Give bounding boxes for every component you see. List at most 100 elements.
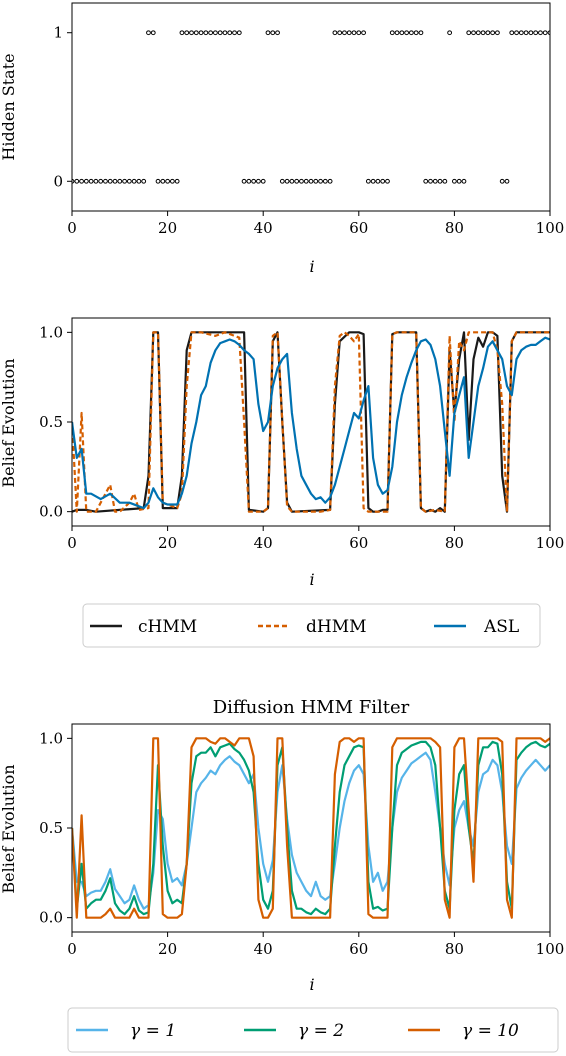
scatter-point — [313, 178, 319, 184]
scatter-point — [346, 30, 352, 36]
x-tick-label: 0 — [67, 534, 77, 552]
scatter-point — [399, 30, 405, 36]
scatter-point — [227, 30, 233, 36]
series-line--10 — [72, 737, 550, 919]
scatter-point — [246, 178, 252, 184]
scatter-point — [131, 178, 137, 184]
x-tick-label: 80 — [445, 534, 464, 552]
legend-label-asl: ASL — [483, 617, 519, 637]
scatter-point — [485, 30, 491, 36]
scatter-point — [432, 178, 438, 184]
x-tick-label: 20 — [158, 940, 177, 958]
scatter-point — [423, 178, 429, 184]
scatter-point — [456, 178, 462, 184]
y-tick-label: 1.0 — [39, 729, 63, 747]
panel1-xlabel: i — [309, 257, 314, 276]
scatter-point — [351, 30, 357, 36]
y-tick-label: 1.0 — [39, 323, 63, 341]
scatter-point — [174, 178, 180, 184]
scatter-point — [165, 178, 171, 184]
scatter-point — [117, 178, 123, 184]
scatter-point — [542, 30, 548, 36]
scatter-point — [284, 178, 290, 184]
scatter-point — [213, 30, 218, 36]
series-line-dhmm — [72, 331, 550, 513]
x-tick-label: 40 — [254, 940, 273, 958]
y-tick-label: 0.0 — [39, 503, 63, 521]
scatter-point — [270, 30, 276, 36]
panel3-title: Diffusion HMM Filter — [213, 697, 410, 718]
scatter-point — [122, 178, 127, 184]
scatter-point — [437, 178, 443, 184]
y-tick-label: 0.5 — [39, 819, 63, 837]
legend-label-chmm: cHMM — [138, 617, 197, 637]
scatter-point — [471, 30, 476, 36]
scatter-point — [452, 178, 457, 184]
scatter-point — [365, 178, 371, 184]
scatter-point — [480, 30, 486, 36]
x-tick-label: 100 — [536, 534, 565, 552]
scatter-point — [208, 30, 214, 36]
scatter-point — [83, 178, 89, 184]
scatter-point — [361, 30, 366, 36]
x-tick-label: 20 — [158, 534, 177, 552]
scatter-point — [327, 178, 333, 184]
series-line-chmm — [72, 331, 550, 513]
scatter-point — [475, 30, 481, 36]
axes-frame — [71, 2, 551, 212]
scatter-point — [294, 178, 300, 184]
scatter-point — [523, 30, 529, 36]
scatter-point — [222, 30, 228, 36]
scatter-point — [93, 178, 99, 184]
series-line-asl — [72, 336, 550, 510]
scatter-point — [442, 178, 448, 184]
x-tick-label: 40 — [254, 219, 273, 237]
x-tick-label: 60 — [349, 940, 368, 958]
scatter-point — [538, 30, 543, 36]
legend-label-gamma2: γ = 2 — [298, 1021, 344, 1041]
x-tick-label: 60 — [349, 534, 368, 552]
x-tick-label: 0 — [67, 940, 77, 958]
legend-1: cHMM dHMM ASL — [82, 603, 541, 648]
scatter-point — [184, 30, 190, 36]
scatter-point — [337, 30, 343, 36]
x-tick-label: 80 — [445, 940, 464, 958]
scatter-point — [107, 178, 113, 184]
scatter-point — [150, 30, 156, 36]
legend-2: γ = 1 γ = 2 γ = 10 — [67, 1007, 559, 1053]
scatter-point — [322, 178, 328, 184]
scatter-point — [265, 30, 271, 36]
scatter-point — [279, 178, 285, 184]
x-tick-label: 0 — [67, 219, 77, 237]
scatter-point — [126, 178, 132, 184]
plot-area — [72, 737, 550, 919]
scatter-point — [241, 178, 247, 184]
scatter-point — [289, 178, 295, 184]
x-tick-label: 100 — [536, 940, 565, 958]
scatter-point — [413, 30, 419, 36]
panel2-xlabel: i — [309, 570, 314, 589]
legend-label-gamma1: γ = 1 — [130, 1021, 176, 1041]
scatter-point — [275, 30, 280, 36]
scatter-point — [98, 178, 104, 184]
scatter-point — [112, 178, 118, 184]
scatter-point — [308, 178, 314, 184]
scatter-point — [514, 30, 519, 36]
scatter-point — [88, 178, 94, 184]
scatter-point — [499, 178, 505, 184]
scatter-point — [385, 178, 390, 184]
scatter-point — [251, 178, 257, 184]
scatter-point — [394, 30, 400, 36]
axes-frame — [71, 317, 551, 527]
plot-area — [72, 30, 550, 184]
scatter-point — [236, 30, 242, 36]
legend-label-dhmm: dHMM — [306, 617, 367, 637]
scatter-point — [160, 178, 166, 184]
scatter-point — [490, 30, 496, 36]
y-tick-label: 1 — [53, 24, 63, 42]
scatter-point — [332, 30, 338, 36]
x-tick-label: 40 — [254, 534, 273, 552]
scatter-point — [189, 30, 194, 36]
y-tick-label: 0 — [53, 172, 63, 190]
scatter-point — [193, 30, 199, 36]
